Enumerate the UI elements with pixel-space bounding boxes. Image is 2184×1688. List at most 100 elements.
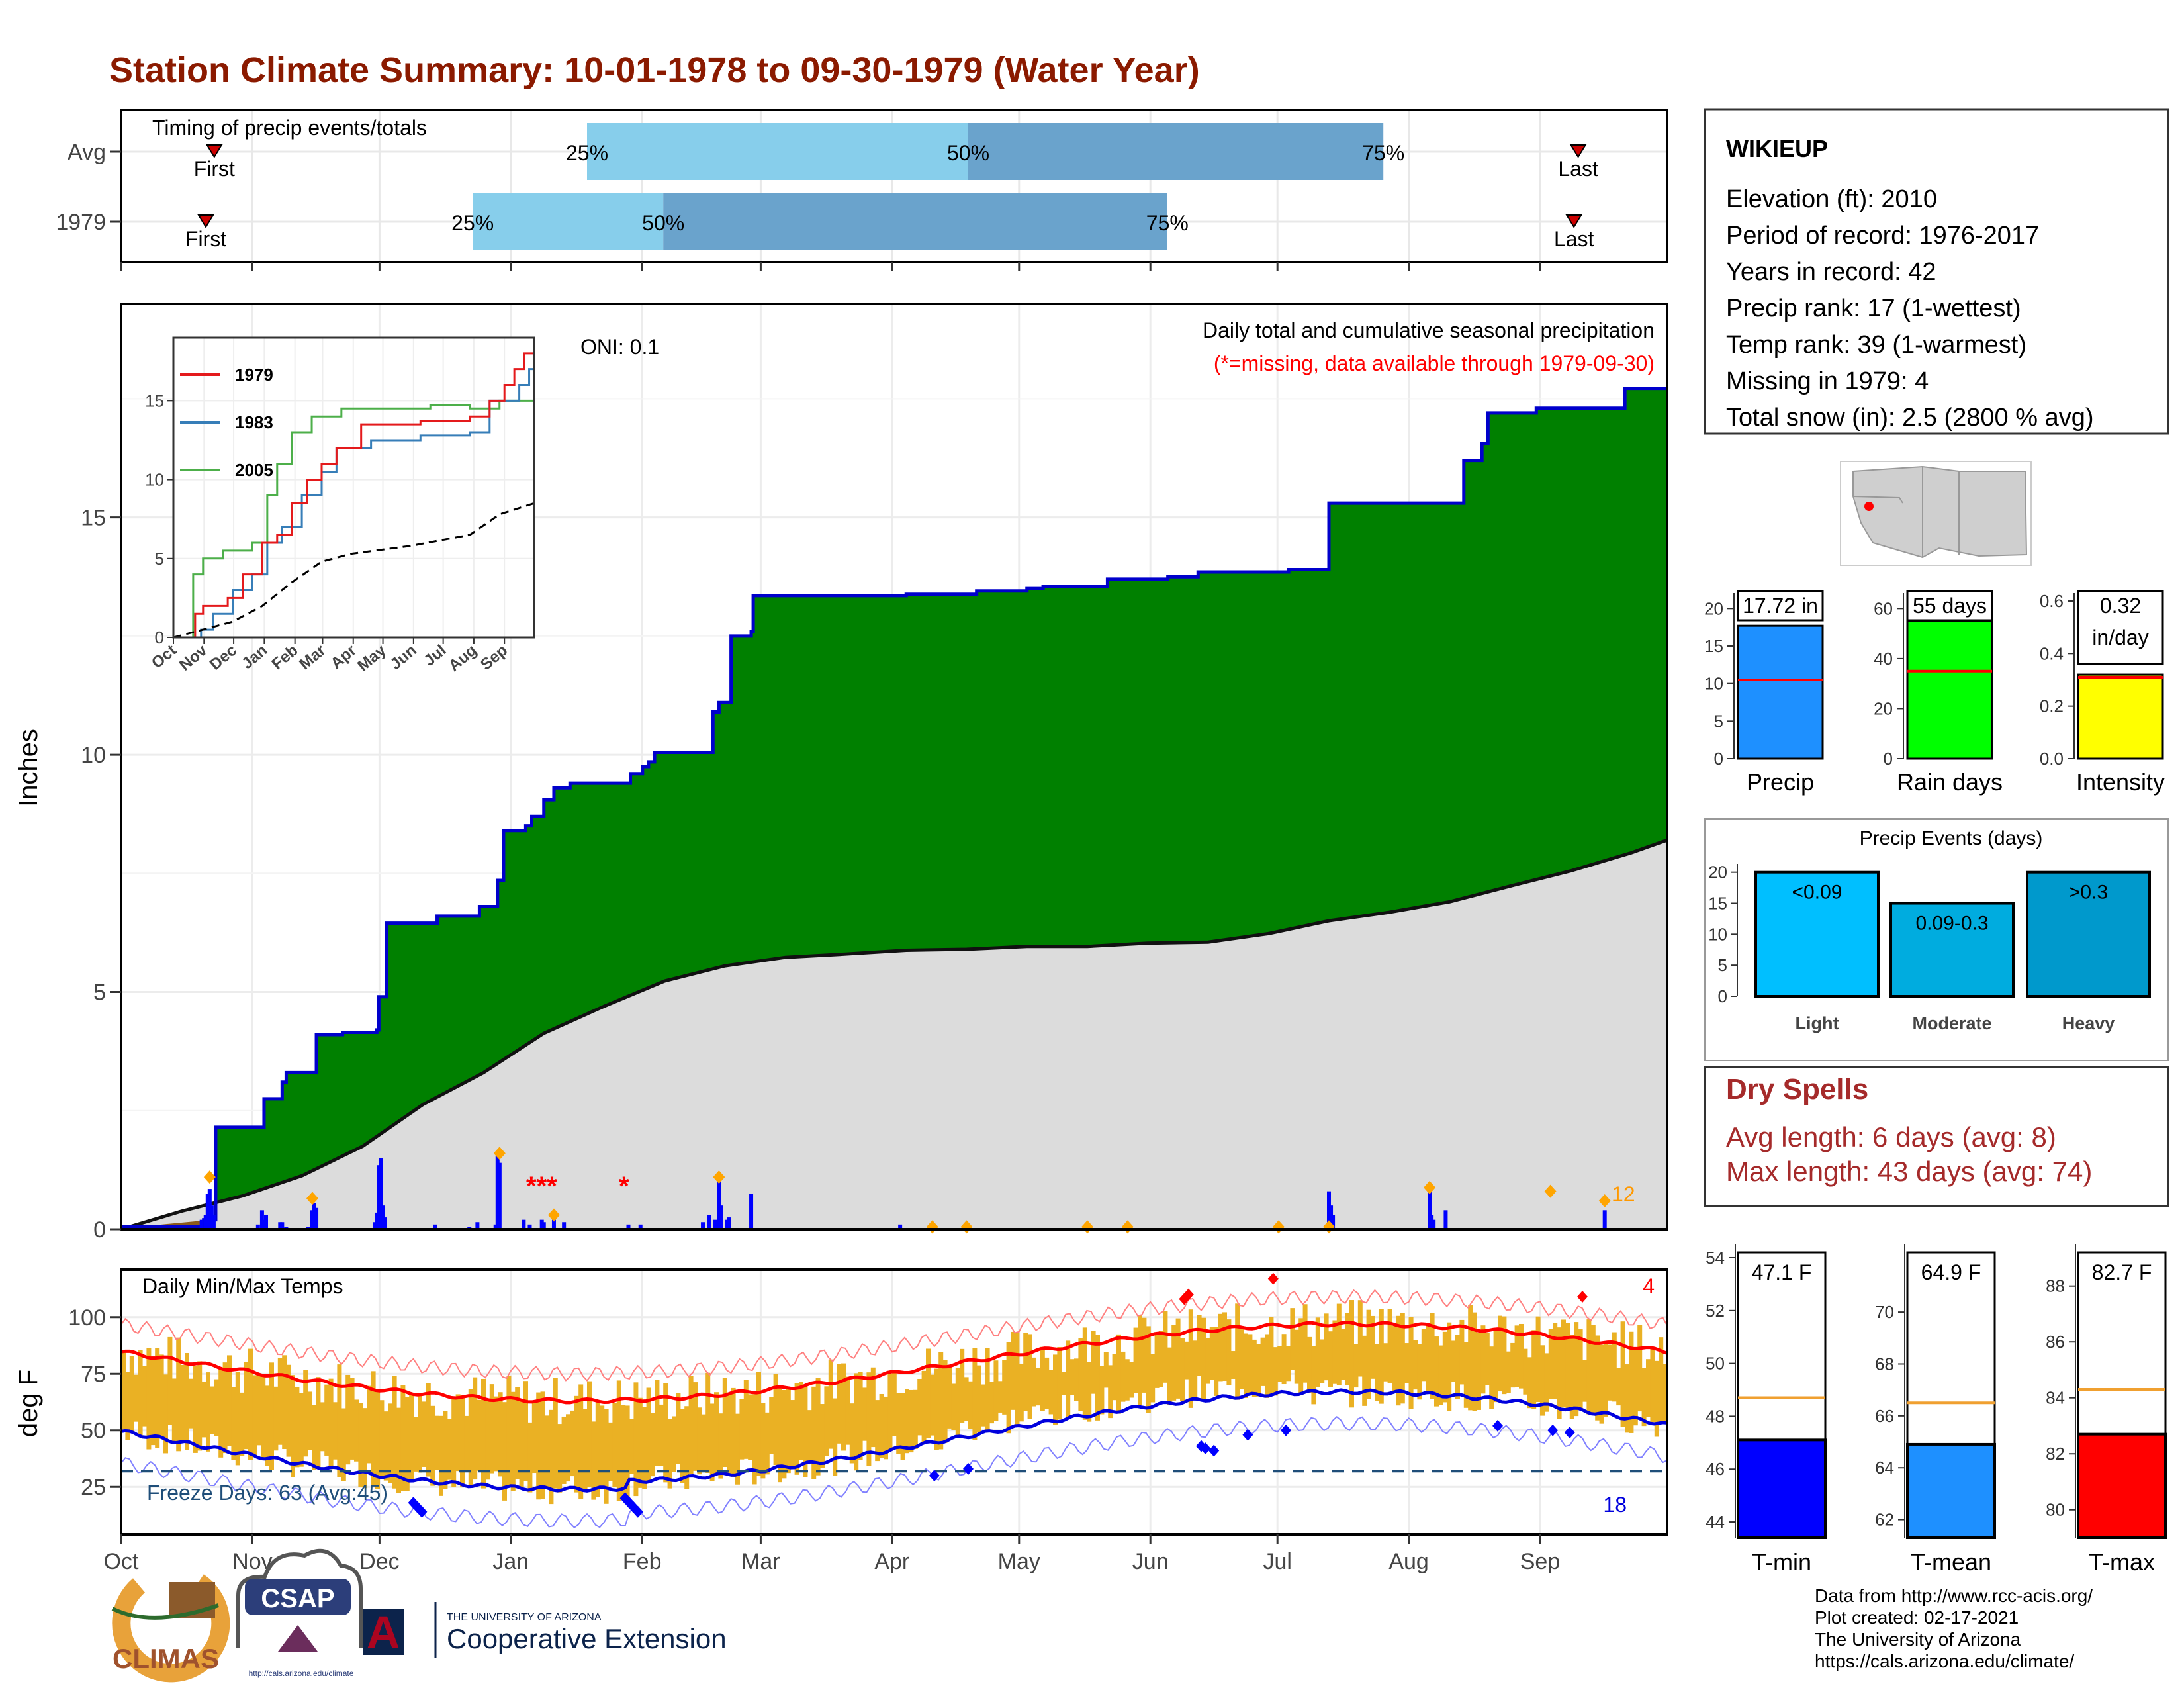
daily-temp-bar: [909, 1389, 914, 1453]
daily-precip-bar: [551, 1219, 556, 1229]
precip-ytick: 5: [93, 980, 106, 1006]
daily-temp-bar: [1057, 1346, 1062, 1420]
daily-temp-bar: [167, 1336, 173, 1425]
footer-line: The University of Arizona: [1815, 1629, 2021, 1650]
daily-precip-bar: [377, 1165, 381, 1229]
daily-temp-bar: [171, 1378, 177, 1442]
station-info-line: Total snow (in): 2.5 (2800 % avg): [1726, 404, 2094, 432]
daily-temp-bar: [265, 1385, 270, 1466]
daily-temp-bar: [515, 1387, 520, 1479]
daily-temp-bar: [252, 1375, 257, 1456]
daily-precip-bar: [199, 1219, 204, 1229]
month-tick: Jan: [492, 1549, 529, 1574]
daily-temp-bar: [905, 1389, 909, 1454]
daily-precip-bar: [719, 1205, 723, 1229]
daily-precip-bar: [539, 1219, 544, 1229]
station-info-line: Period of record: 1976-2017: [1726, 222, 2039, 250]
last-event-label: Last: [1558, 157, 1598, 181]
daily-temp-bar: [1311, 1346, 1316, 1405]
daily-temp-bar: [201, 1381, 206, 1438]
daily-temp-bar: [786, 1388, 791, 1474]
record-low-marker: [416, 1505, 428, 1518]
precip-event-marker: [547, 1208, 560, 1222]
daily-temp-bar: [1260, 1337, 1265, 1386]
daily-temp-bar: [1608, 1344, 1613, 1401]
daily-temp-bar: [185, 1352, 189, 1450]
daily-temp-bar: [947, 1366, 952, 1429]
daily-temp-bar: [210, 1386, 215, 1434]
daily-temp-bar: [1451, 1340, 1456, 1382]
daily-temp-bar: [481, 1378, 486, 1489]
csap-wordmark: CSAP: [261, 1584, 334, 1613]
daily-temp-bar: [379, 1400, 385, 1476]
ua-big-text: Cooperative Extension: [447, 1623, 727, 1654]
event-bar-label: <0.09: [1792, 882, 1843, 904]
daily-temp-bar: [1519, 1323, 1524, 1389]
daily-temp-bar: [1095, 1335, 1100, 1421]
daily-temp-bar: [362, 1408, 367, 1489]
daily-temp-bar: [510, 1391, 516, 1491]
daily-temp-bar: [1553, 1323, 1558, 1399]
daily-temp-bar: [235, 1372, 240, 1466]
daily-temp-bar: [388, 1403, 393, 1483]
temp-summary-value: 64.9 F: [1921, 1260, 1981, 1284]
daily-temp-bar: [328, 1378, 334, 1470]
daily-temp-bar: [688, 1376, 694, 1474]
daily-temp-bar: [870, 1367, 876, 1448]
footer-credits: Data from http://www.rcc-acis.org/Plot c…: [1815, 1585, 2093, 1671]
inset-ytick: 5: [155, 549, 164, 569]
daily-temp-bar: [608, 1422, 613, 1481]
month-tick: Jul: [1263, 1549, 1291, 1574]
daily-temp-bar: [1459, 1319, 1465, 1385]
daily-temp-bar: [1091, 1331, 1096, 1394]
record-low-marker: [1200, 1442, 1211, 1455]
daily-temp-bar: [887, 1374, 893, 1450]
month-tick: Sep: [1520, 1549, 1561, 1574]
daily-temp-bar: [549, 1409, 554, 1505]
daily-temp-bar: [1197, 1315, 1202, 1376]
inset-xtick: Aug: [445, 641, 480, 675]
summary-bar-label: Intensity: [2076, 769, 2165, 796]
daily-precip-bar: [717, 1182, 721, 1229]
daily-temp-bar: [1506, 1351, 1511, 1393]
daily-temp-bar: [134, 1374, 139, 1422]
daily-temp-bar: [121, 1352, 126, 1430]
daily-temp-bar: [1375, 1344, 1380, 1401]
daily-temp-bar: [1251, 1339, 1257, 1397]
daily-temp-bar: [392, 1376, 397, 1489]
station-info-line: Temp rank: 39 (1-warmest): [1726, 331, 2026, 359]
first-event-marker: [197, 214, 214, 228]
inset-legend-label: 1983: [235, 412, 273, 432]
daily-temp-bar: [1362, 1335, 1367, 1406]
daily-temp-bar: [248, 1348, 253, 1460]
daily-temp-bar: [1315, 1317, 1320, 1387]
daily-temp-bar: [1493, 1329, 1498, 1403]
temp-summary-ytick: 54: [1706, 1248, 1725, 1268]
daily-temp-bar: [1523, 1348, 1528, 1395]
daily-temp-bar: [150, 1356, 156, 1446]
daily-temp-bar: [439, 1415, 443, 1496]
daily-temp-bar: [1087, 1362, 1092, 1422]
precip-chart: *** * 12 Daily total and cumulative seas…: [14, 303, 1668, 1243]
daily-temp-bar: [782, 1389, 787, 1479]
daily-temp-bar: [727, 1392, 732, 1474]
daily-temp-bar: [1637, 1325, 1643, 1412]
daily-temp-bar: [138, 1350, 143, 1438]
daily-temp-bar: [227, 1355, 232, 1446]
missing-count: 12: [1612, 1182, 1635, 1206]
daily-temp-bar: [485, 1398, 490, 1480]
daily-precip-bar: [749, 1194, 754, 1229]
events-ytick: 5: [1718, 955, 1727, 975]
record-max-line: [120, 1289, 1668, 1382]
month-tick: Mar: [741, 1549, 780, 1574]
daily-temp-bar: [862, 1387, 867, 1441]
inset-xtick: Dec: [206, 641, 240, 674]
daily-temp-bar: [222, 1362, 228, 1454]
daily-temp-bar: [1625, 1364, 1629, 1433]
summary-bar-intensity: 0.32 in/day 0.0 0.2 0.4 0.6 Intensity: [2040, 590, 2165, 796]
daily-precip-bar: [381, 1205, 385, 1229]
temp-summary-ytick: 50: [1706, 1354, 1725, 1374]
daily-temp-bar: [506, 1376, 512, 1486]
temp-ylabel: deg F: [14, 1370, 43, 1437]
